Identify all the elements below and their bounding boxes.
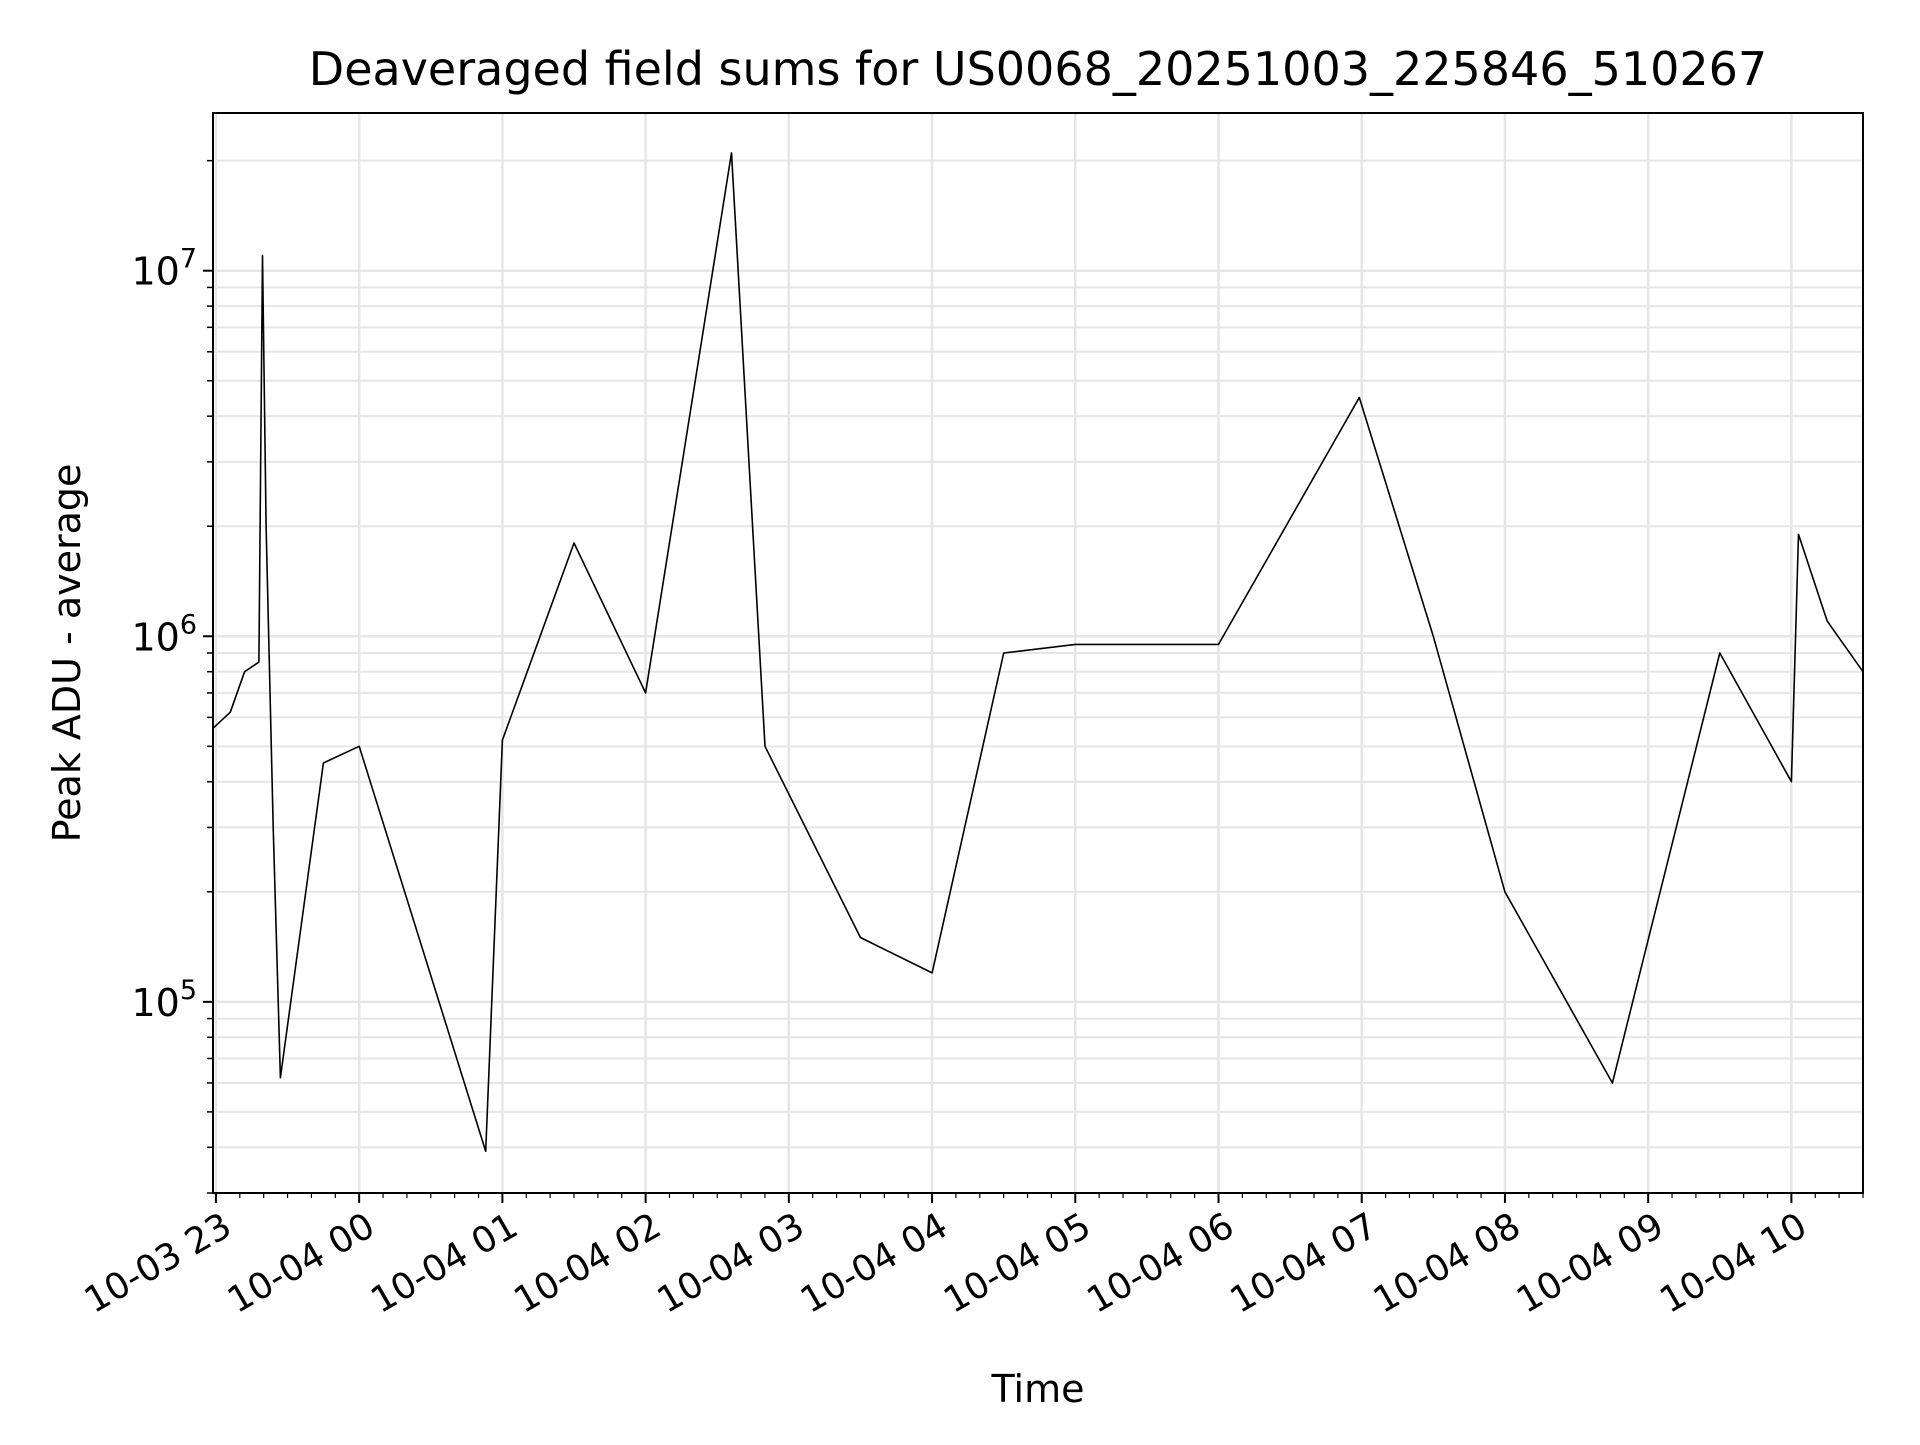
y-tick-label: 105 [131, 975, 197, 1025]
x-tick-label: 10-04 06 [1080, 1205, 1241, 1321]
x-tick-label: 10-04 00 [221, 1205, 382, 1321]
x-tick-label: 10-04 03 [651, 1205, 812, 1321]
series-line [212, 152, 1864, 1153]
x-tick-label: 10-04 01 [364, 1205, 525, 1321]
grid [213, 113, 1863, 1194]
y-axis: 105 106 107 [131, 159, 213, 1194]
y-tick-label: 107 [131, 244, 197, 294]
x-tick-label: 10-04 08 [1367, 1205, 1528, 1321]
y-tick-label: 106 [131, 609, 197, 659]
chart-title: Deaveraged field sums for US0068_2025100… [309, 42, 1767, 96]
x-tick-label: 10-04 07 [1224, 1205, 1385, 1321]
y-axis-label: Peak ADU - average [45, 464, 89, 843]
x-tick-label: 10-04 02 [507, 1205, 668, 1321]
x-tick-label: 10-04 04 [794, 1205, 955, 1321]
x-tick-label: 10-04 09 [1510, 1205, 1671, 1321]
x-axis-label: Time [991, 1367, 1085, 1411]
x-tick-label: 10-04 10 [1653, 1205, 1814, 1321]
plot-area [212, 152, 1864, 1153]
x-tick-label: 10-03 23 [78, 1205, 239, 1321]
x-tick-label: 10-04 05 [937, 1205, 1098, 1321]
